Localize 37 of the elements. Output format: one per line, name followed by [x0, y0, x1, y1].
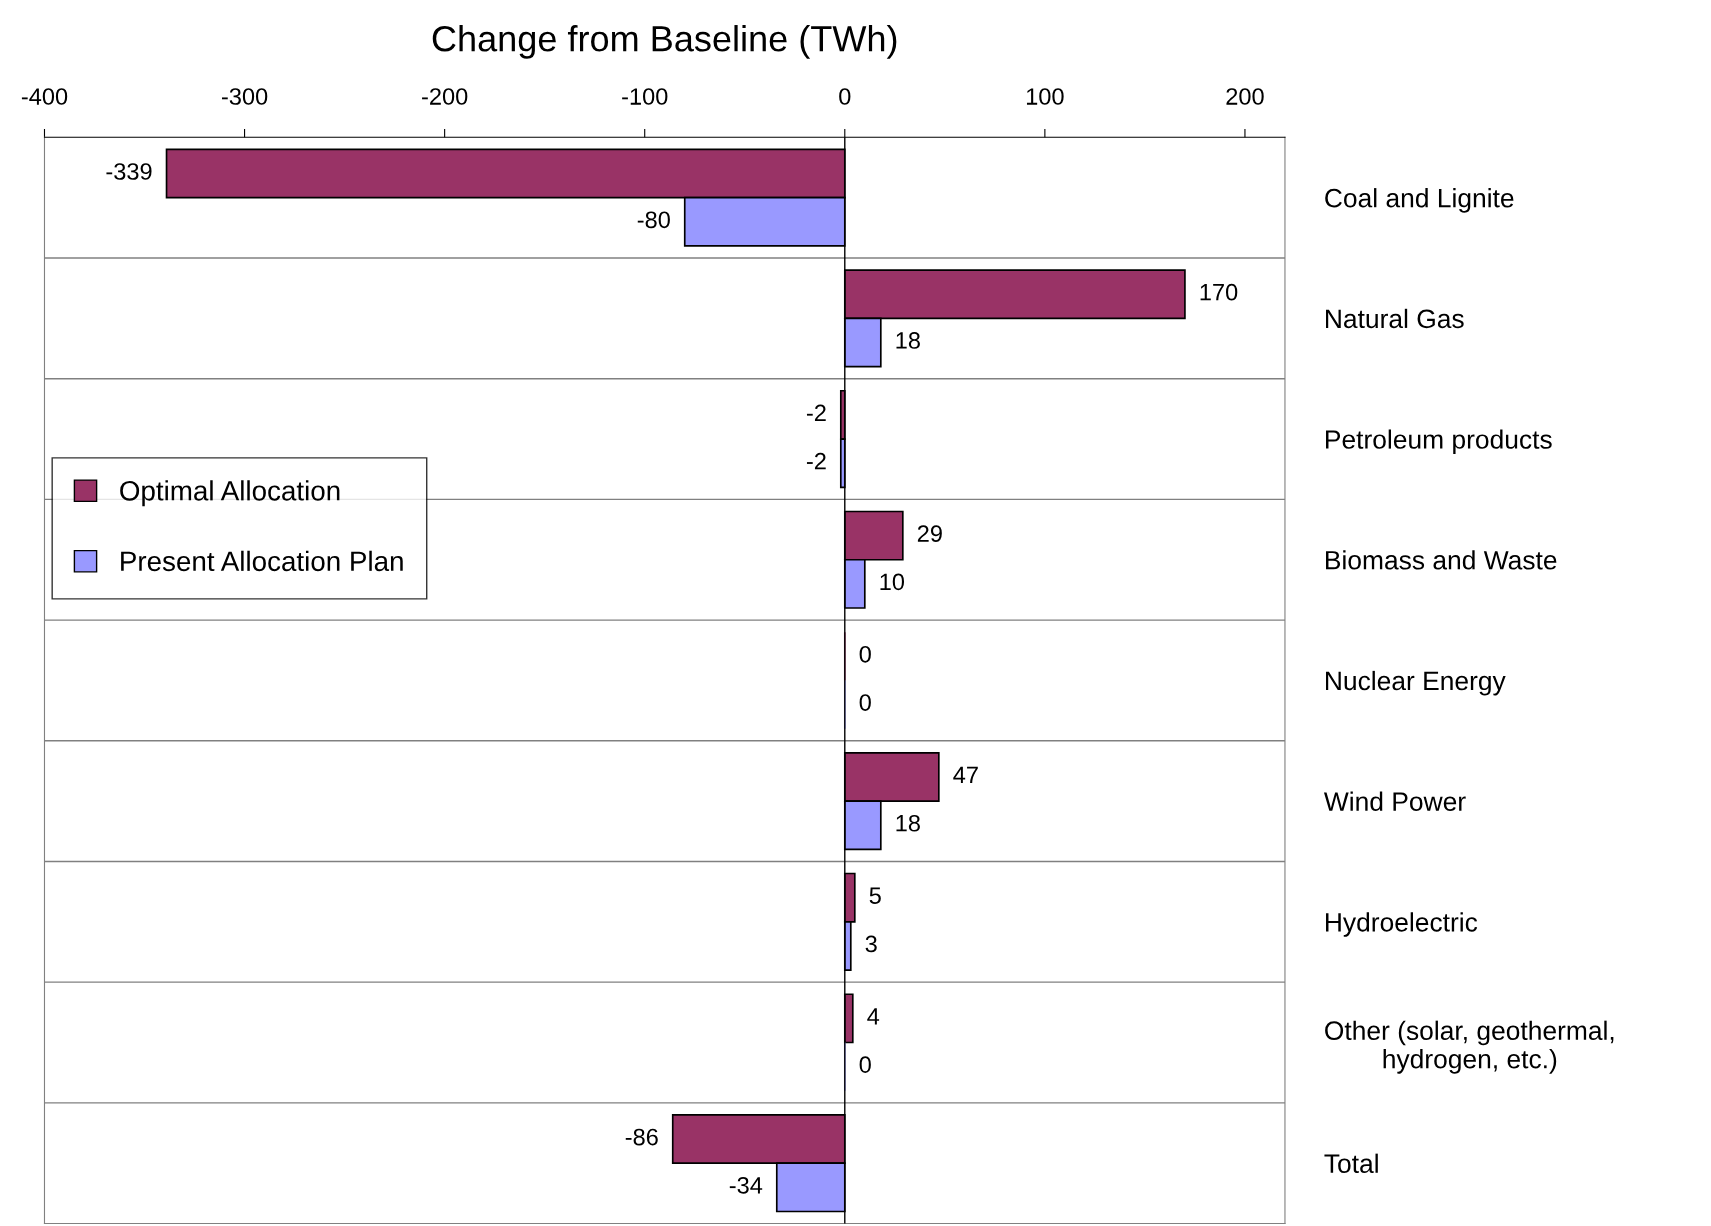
y-tick-label: Nuclear Energy: [1326, 670, 1506, 696]
data-label: 10: [880, 573, 905, 591]
data-label: 4: [867, 1008, 880, 1025]
y-tick-label: Other (solar, geothermal, hydrogen, etc.): [1325, 1020, 1614, 1074]
data-label: -2: [806, 452, 826, 470]
data-label: 3: [865, 935, 877, 953]
x-tick-label: -400: [21, 88, 68, 105]
data-label: -86: [625, 1128, 658, 1146]
y-tick-label: Petroleum products: [1326, 429, 1552, 455]
chart-title: Change from Baseline (TWh): [432, 25, 897, 59]
data-label: 0: [859, 1056, 871, 1073]
data-label: 5: [869, 887, 881, 905]
data-label: 170: [1200, 283, 1238, 301]
data-label: 0: [859, 645, 871, 663]
data-label: -34: [729, 1176, 763, 1194]
x-tick-label: 100: [1026, 88, 1064, 105]
data-label: 18: [896, 332, 920, 349]
data-label: 29: [917, 525, 942, 542]
y-tick-label: Total: [1324, 1153, 1378, 1174]
x-tick-label: -300: [221, 88, 268, 105]
legend-label: Present Allocation Plan: [121, 550, 403, 572]
x-tick-label: 0: [839, 88, 851, 105]
y-tick-label: Natural Gas: [1326, 308, 1464, 329]
data-label: 18: [896, 814, 920, 832]
data-label: -2: [806, 404, 826, 422]
x-tick-label: -200: [422, 88, 468, 105]
legend-label: Optimal Allocation: [120, 480, 340, 507]
x-tick-label: -100: [622, 88, 668, 105]
data-label: 0: [859, 694, 871, 711]
data-label: -339: [106, 163, 152, 180]
y-tick-label: Hydroelectric: [1326, 912, 1478, 937]
data-label: -80: [637, 211, 670, 229]
y-tick-label: Wind Power: [1323, 791, 1466, 811]
x-tick-label: 200: [1226, 88, 1264, 105]
y-tick-label: Biomass and Waste: [1326, 550, 1557, 570]
y-tick-label: Coal and Lignite: [1325, 188, 1514, 213]
data-label: 47: [953, 766, 978, 784]
